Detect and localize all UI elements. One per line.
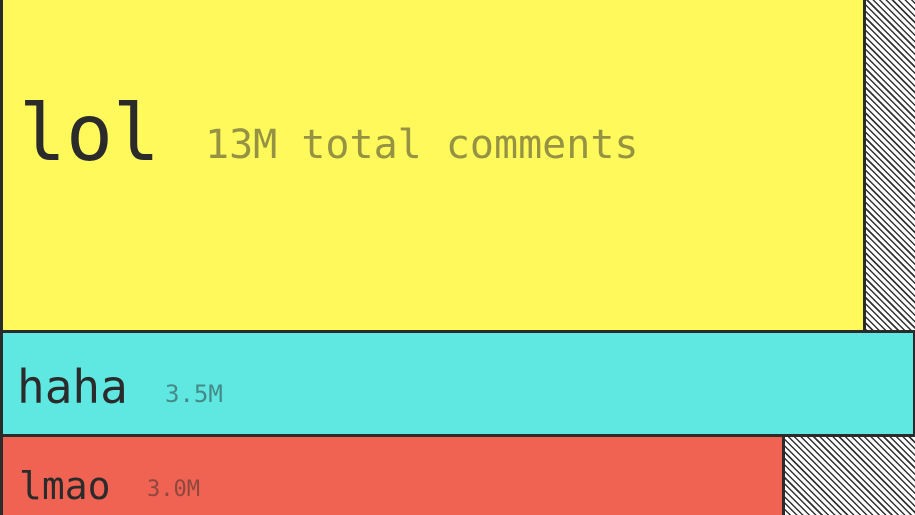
bar-label-lol: lol [19, 88, 160, 179]
bar-value-lol: 13M total comments [205, 122, 639, 168]
bar-label-haha: haha [17, 360, 128, 415]
bar-value-haha: 3.5M [165, 380, 223, 409]
bar-lol: lol 13M total comments [0, 0, 866, 334]
bar-haha: haha 3.5M [0, 330, 915, 437]
bar-lmao: lmao 3.0M [0, 434, 785, 515]
bar-label-lmao: lmao [19, 463, 111, 508]
bar-value-lmao: 3.0M [147, 477, 200, 503]
